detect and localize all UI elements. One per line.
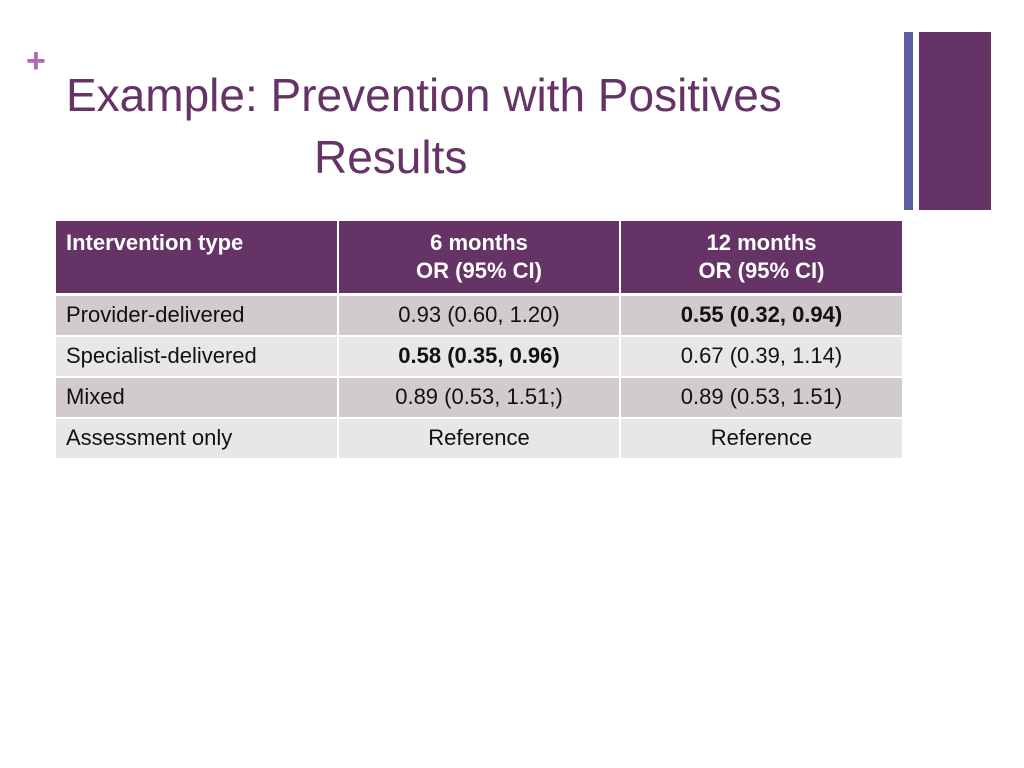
cell-6-months-or: 0.89 (0.53, 1.51;) (338, 376, 621, 419)
plus-bullet-icon: + (26, 42, 46, 80)
header-label: 12 months (706, 230, 817, 255)
table-row: Mixed 0.89 (0.53, 1.51;) 0.89 (0.53, 1.51) (56, 376, 902, 419)
header-intervention-type: Intervention type (56, 221, 339, 296)
cell-12-months-or: Reference (620, 417, 902, 460)
header-label: Intervention type (66, 230, 244, 255)
table-row: Provider-delivered 0.93 (0.60, 1.20) 0.55 … (56, 294, 902, 337)
table-header-row: Intervention type 6 months OR (95% CI) 1… (56, 221, 902, 296)
cell-intervention-type: Provider-delivered (56, 294, 339, 337)
cell-intervention-type: Specialist-delivered (56, 335, 339, 378)
cell-6-months-or: 0.58 (0.35, 0.96) (338, 335, 621, 378)
cell-6-months-or: 0.93 (0.60, 1.20) (338, 294, 621, 337)
cell-12-months-or: 0.89 (0.53, 1.51) (620, 376, 902, 419)
header-6-months: 6 months OR (95% CI) (338, 221, 621, 296)
accent-bar-thick (919, 32, 991, 210)
results-table: Intervention type 6 months OR (95% CI) 1… (56, 221, 902, 460)
title-line-2: Results (314, 131, 468, 183)
title-line-1: Example: Prevention with Positives (66, 69, 782, 121)
slide-title: Example: Prevention with Positives Resul… (66, 64, 896, 188)
header-12-months: 12 months OR (95% CI) (620, 221, 902, 296)
header-sublabel: OR (95% CI) (698, 258, 825, 283)
cell-12-months-or: 0.67 (0.39, 1.14) (620, 335, 902, 378)
table-row: Assessment only Reference Reference (56, 417, 902, 460)
cell-intervention-type: Assessment only (56, 417, 339, 460)
header-sublabel: OR (95% CI) (416, 258, 542, 283)
accent-bar-thin (904, 32, 913, 210)
table-row: Specialist-delivered 0.58 (0.35, 0.96) 0.6… (56, 335, 902, 378)
cell-intervention-type: Mixed (56, 376, 339, 419)
header-label: 6 months (430, 230, 528, 255)
cell-12-months-or: 0.55 (0.32, 0.94) (620, 294, 902, 337)
cell-6-months-or: Reference (338, 417, 621, 460)
